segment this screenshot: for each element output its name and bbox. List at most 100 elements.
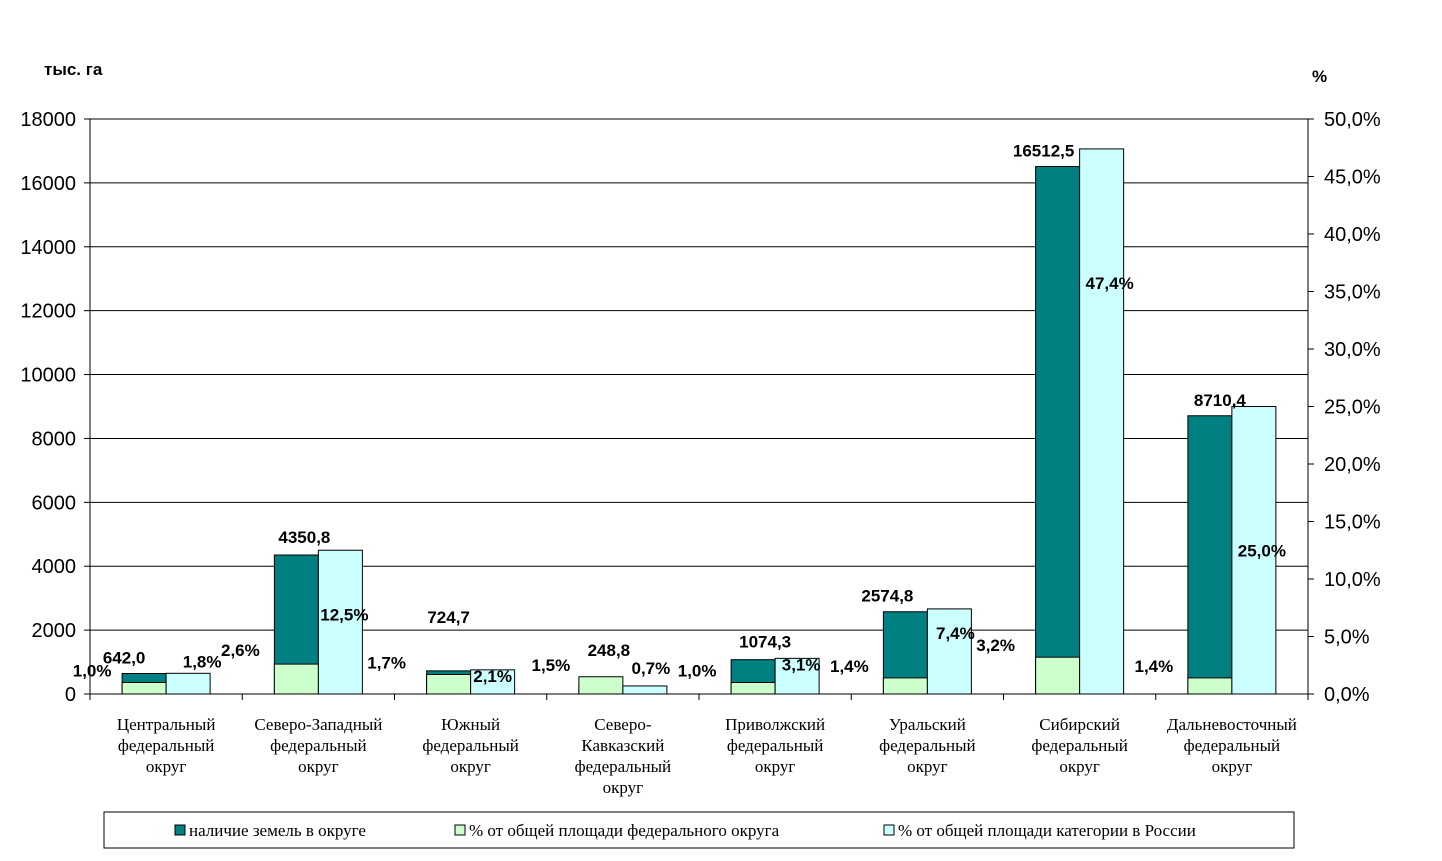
data-label-land: 2574,8 (861, 587, 913, 606)
data-label-land: 1074,3 (739, 633, 791, 652)
data-label-share-russia: 12,5% (320, 605, 368, 624)
data-label-share-district: 1,5% (532, 656, 571, 675)
category-label-line: федеральный (1184, 736, 1281, 755)
right-tick-label: 35,0% (1324, 282, 1381, 304)
legend-swatch (174, 824, 186, 836)
category-label-line: Сибирский (1039, 715, 1120, 734)
category-label-line: округ (1212, 757, 1253, 776)
data-label-share-district: 1,0% (73, 662, 112, 681)
bar-share-russia (926, 608, 972, 695)
bar-share-russia (317, 549, 363, 695)
legend-label: % от общей площади федерального округа (469, 821, 780, 840)
bar-share-district (730, 682, 776, 695)
right-tick-label: 30,0% (1324, 339, 1381, 361)
data-label-land: 248,8 (588, 641, 631, 660)
bar-share-district (426, 673, 472, 695)
data-label-share-district: 2,6% (221, 641, 260, 660)
left-tick-label: 18000 (20, 109, 76, 131)
left-tick-label: 8000 (32, 428, 77, 450)
data-label-share-russia: 2,1% (473, 667, 512, 686)
category-label-line: округ (450, 757, 491, 776)
bar-share-district (882, 677, 928, 695)
bar-share-russia (1079, 148, 1125, 695)
left-tick-label: 16000 (20, 173, 76, 195)
bar-land (1035, 166, 1081, 695)
category-label-line: округ (603, 778, 644, 797)
category-label-line: Уральский (889, 715, 966, 734)
category-label: Северо- Кавказский федеральный округ (575, 715, 672, 797)
category-label: Северо-Западный федеральный округ (254, 715, 382, 776)
left-tick-label: 10000 (20, 365, 76, 387)
category-label-line: Южный (441, 715, 500, 734)
bar-share-russia (470, 669, 516, 695)
bar-share-district (273, 663, 319, 695)
category-label-line: округ (755, 757, 796, 776)
bar-share-russia (622, 685, 668, 695)
right-tick-label: 5,0% (1324, 627, 1370, 649)
bars (121, 148, 1277, 695)
data-label-land: 8710,4 (1194, 391, 1247, 410)
right-tick-label: 45,0% (1324, 167, 1381, 189)
left-tick-label: 4000 (32, 556, 77, 578)
category-label: Уральский федеральный округ (879, 715, 976, 776)
gridlines (90, 118, 1308, 631)
right-tick-label: 10,0% (1324, 569, 1381, 591)
category-label-line: Кавказский (581, 736, 664, 755)
category-label-line: федеральный (1031, 736, 1128, 755)
data-label-share-russia: 1,8% (183, 652, 222, 671)
left-tick-label: 14000 (20, 237, 76, 259)
category-label: Южный федеральный округ (422, 715, 519, 776)
category-label: Приволжский федеральный округ (725, 715, 825, 776)
data-label-share-district: 1,0% (678, 662, 717, 681)
category-label-line: федеральный (727, 736, 824, 755)
right-tick-label: 15,0% (1324, 512, 1381, 534)
data-labels: 642,01,0% 1,8%4350,82,6%12,5% 724,71,7%2,1… (73, 142, 1286, 686)
data-label-share-district: 1,7% (367, 653, 406, 672)
legend: наличие земель в округе % от общей площад… (103, 811, 1295, 849)
category-label-line: федеральный (422, 736, 519, 755)
bar-land (1187, 415, 1233, 695)
data-label-share-russia: 0,7% (632, 659, 671, 678)
data-label-share-russia: 47,4% (1086, 274, 1134, 293)
bar-share-russia (774, 657, 820, 695)
data-label-share-russia: 7,4% (936, 624, 975, 643)
left-axis-unit: тыс. га (44, 60, 103, 79)
data-label-share-russia: 25,0% (1238, 542, 1286, 561)
data-label-land: 4350,8 (278, 528, 330, 547)
category-label-line: округ (907, 757, 948, 776)
data-label-share-district: 1,4% (830, 657, 869, 676)
category-label: Центральный федеральный округ (117, 715, 216, 776)
legend-box (103, 811, 1295, 849)
data-label-share-russia: 3,1% (782, 655, 821, 674)
right-tick-label: 25,0% (1324, 397, 1381, 419)
bar-share-district (1187, 677, 1233, 695)
category-label-line: Дальневосточный (1167, 715, 1297, 734)
category-label: Дальневосточный федеральный округ (1167, 715, 1297, 776)
legend-label: % от общей площади категории в России (898, 821, 1196, 840)
legend-swatch (454, 824, 466, 836)
bar-share-district (578, 676, 624, 695)
legend-label: наличие земель в округе (189, 821, 366, 840)
category-label-line: округ (146, 757, 187, 776)
data-label-land: 724,7 (427, 608, 470, 627)
left-tick-label: 12000 (20, 301, 76, 323)
left-tick-label: 2000 (32, 620, 77, 642)
category-label-line: Центральный (117, 715, 216, 734)
right-axis-unit: % (1312, 67, 1327, 86)
category-label-line: федеральный (118, 736, 215, 755)
category-label-line: федеральный (879, 736, 976, 755)
category-label-line: округ (1059, 757, 1100, 776)
right-tick-label: 50,0% (1324, 109, 1381, 131)
left-tick-label: 0 (65, 684, 76, 706)
left-tick-label: 6000 (32, 492, 77, 514)
category-label-line: федеральный (575, 757, 672, 776)
axes: 0 2000 4000 6000 8000 10000 12000 14000 16000 180… (20, 109, 1381, 797)
right-tick-label: 0,0% (1324, 684, 1370, 706)
bar-share-district (121, 682, 167, 695)
legend-swatch (883, 824, 895, 836)
bar-share-district (1035, 656, 1081, 695)
data-label-land: 16512,5 (1013, 142, 1074, 161)
category-label: Сибирский федеральный округ (1031, 715, 1128, 776)
category-label-line: Северо- (594, 715, 652, 734)
